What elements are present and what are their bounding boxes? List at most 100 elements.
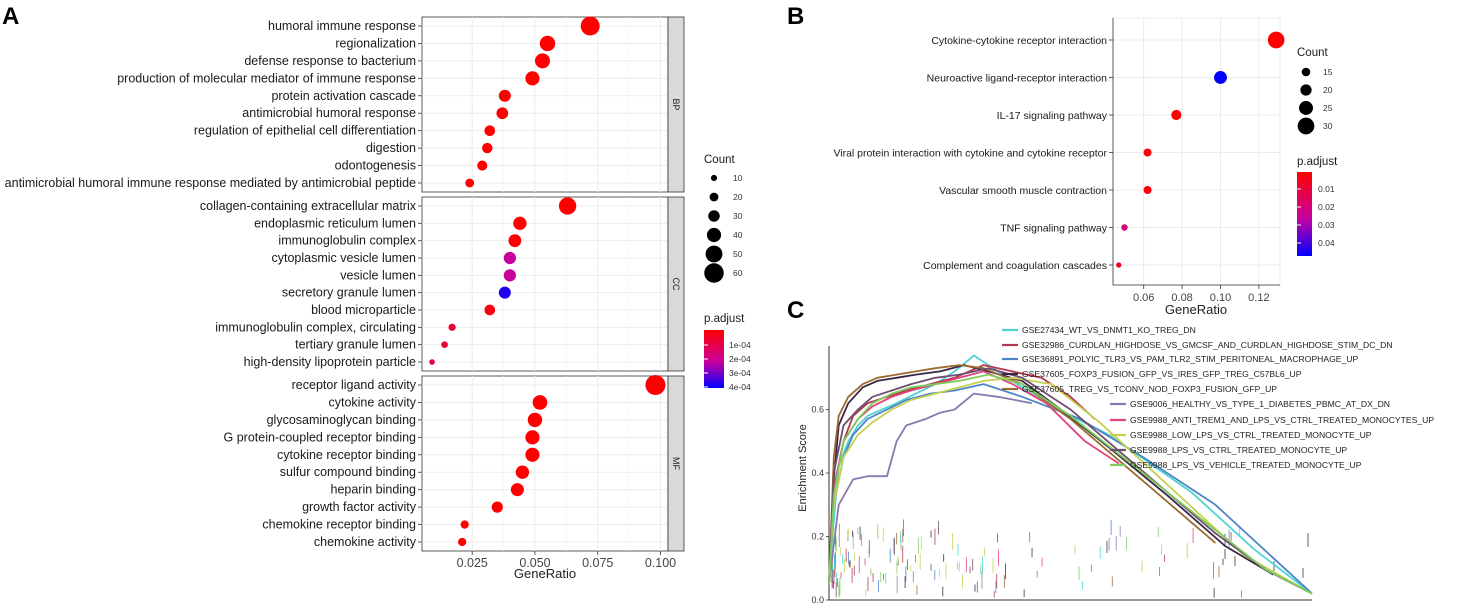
term-label: glycosaminoglycan binding — [267, 413, 416, 427]
data-point — [448, 323, 456, 331]
size-legend-dot — [709, 192, 719, 202]
term-label: chemokine receptor binding — [262, 518, 416, 532]
term-label: cytokine activity — [328, 395, 416, 409]
color-legend-label: 3e-04 — [729, 368, 751, 378]
facet-strip-label: MF — [671, 457, 681, 470]
term-label: receptor ligand activity — [292, 378, 417, 392]
x-tick-label: 0.08 — [1171, 292, 1192, 304]
panel-b-color-legend: p.adjust 0.01 0.02 0.03 0.04 — [1297, 156, 1338, 256]
size-legend-label: 15 — [1323, 67, 1333, 77]
term-label: endoplasmic reticulum lumen — [254, 216, 416, 230]
size-legend-label: 20 — [1323, 85, 1333, 95]
size-legend-label: 30 — [733, 211, 743, 221]
facet-strip-label: CC — [671, 278, 681, 291]
legend-label: GSE9988_LOW_LPS_VS_CTRL_TREATED_MONOCYTE… — [1130, 430, 1372, 440]
color-legend-label: 0.02 — [1318, 202, 1335, 212]
term-label: odontogenesis — [335, 159, 416, 173]
legend-label: GSE9988_LPS_VS_CTRL_TREATED_MONOCYTE_UP — [1130, 445, 1347, 455]
legend-label: GSE27434_WT_VS_DNMT1_KO_TREG_DN — [1022, 325, 1196, 335]
data-point — [1143, 148, 1152, 157]
size-legend-dot — [1297, 117, 1315, 135]
x-tick-label: 0.075 — [582, 556, 613, 570]
legend-label: GSE37605_TREG_VS_TCONV_NOD_FOXP3_FUSION_… — [1022, 384, 1277, 394]
panel-a-color-bar — [704, 330, 724, 388]
panel-c: 0.0 0.2 0.4 0.6 Enrichment Score GSE27434_W… — [797, 325, 1434, 605]
es-curve — [828, 364, 1216, 585]
size-legend-dot — [708, 210, 720, 222]
panel-a-size-legend-title: Count — [704, 154, 735, 166]
data-point — [645, 375, 666, 395]
term-label: tertiary granule lumen — [295, 338, 416, 352]
color-legend-label: 2e-04 — [729, 354, 751, 364]
data-point — [484, 125, 496, 136]
data-point — [1267, 31, 1285, 49]
data-point — [508, 234, 522, 248]
term-label: sulfur compound binding — [280, 465, 416, 479]
size-legend-dot — [1299, 101, 1313, 115]
data-point — [1121, 224, 1128, 231]
es-curve — [828, 383, 1313, 595]
data-point — [513, 216, 527, 230]
y-tick-label: 0.0 — [811, 595, 824, 605]
size-legend-dot — [1301, 67, 1311, 77]
facet-strip-mf — [667, 375, 685, 552]
data-point — [441, 341, 448, 348]
term-label: regulation of epithelial cell differenti… — [194, 124, 416, 138]
panel-a-color-legend: p.adjust 1e-04 2e-04 3e-04 4e-04 — [704, 313, 751, 392]
pathway-label: TNF signaling pathway — [1000, 223, 1108, 235]
data-point — [535, 53, 550, 69]
data-point — [458, 537, 467, 547]
term-label: antimicrobial humoral immune response me… — [5, 176, 416, 190]
term-label: G protein-coupled receptor binding — [224, 430, 417, 444]
panel-b: Cytokine-cytokine receptor interaction Ne… — [833, 17, 1338, 317]
facet-strip-label: BP — [671, 98, 681, 110]
term-label: immunoglobulin complex, circulating — [215, 320, 416, 334]
data-point — [429, 359, 435, 365]
data-point — [510, 483, 524, 497]
facet-strip-cc — [667, 196, 685, 372]
term-label: antimicrobial humoral response — [242, 106, 416, 120]
panel-b-size-legend: Count 15 20 25 30 — [1297, 47, 1333, 135]
panel-letter-a: A — [2, 3, 19, 30]
pathway-label: Neuroactive ligand-receptor interaction — [927, 73, 1108, 85]
term-label: blood microparticle — [311, 303, 416, 317]
panel-a: humoral immune response regionalization de… — [5, 16, 751, 581]
size-legend-dot — [1300, 84, 1312, 96]
pathway-label: IL-17 signaling pathway — [997, 110, 1108, 122]
size-legend-label: 30 — [1323, 121, 1333, 131]
term-label: defense response to bacterium — [244, 54, 416, 68]
color-legend-label: 0.04 — [1318, 238, 1335, 248]
term-label: vesicle lumen — [340, 268, 416, 282]
data-point — [1171, 109, 1182, 121]
es-curve — [828, 376, 1313, 595]
x-tick-label: 0.06 — [1133, 292, 1154, 304]
es-curve — [828, 364, 1274, 585]
term-label: immunoglobulin complex — [278, 234, 416, 248]
panel-a-color-legend-title: p.adjust — [704, 313, 745, 325]
data-point — [515, 465, 530, 479]
term-label: growth factor activity — [302, 500, 417, 514]
data-point — [498, 89, 511, 102]
term-label: production of molecular mediator of immu… — [117, 71, 416, 85]
data-point — [491, 501, 503, 513]
color-legend-label: 1e-04 — [729, 340, 751, 350]
size-legend-label: 10 — [733, 173, 743, 183]
pathway-label: Viral protein interaction with cytokine … — [833, 148, 1107, 160]
panel-c-y-axis-title: Enrichment Score — [797, 424, 809, 511]
term-label: chemokine activity — [314, 535, 417, 549]
size-legend-label: 60 — [733, 268, 743, 278]
term-label: digestion — [366, 141, 416, 155]
data-point — [498, 286, 511, 299]
y-tick-label: 0.2 — [811, 532, 824, 542]
term-label: cytokine receptor binding — [277, 448, 416, 462]
size-legend-label: 40 — [733, 230, 743, 240]
data-point — [527, 412, 543, 428]
pathway-label: Vascular smooth muscle contraction — [939, 185, 1107, 197]
term-label: heparin binding — [331, 483, 417, 497]
data-point — [1116, 262, 1122, 268]
legend-label: GSE36891_POLYIC_TLR3_VS_PAM_TLR2_STIM_PE… — [1022, 354, 1359, 364]
color-legend-label: 0.03 — [1318, 220, 1335, 230]
term-label: secretory granule lumen — [282, 286, 416, 300]
data-point — [503, 251, 516, 265]
